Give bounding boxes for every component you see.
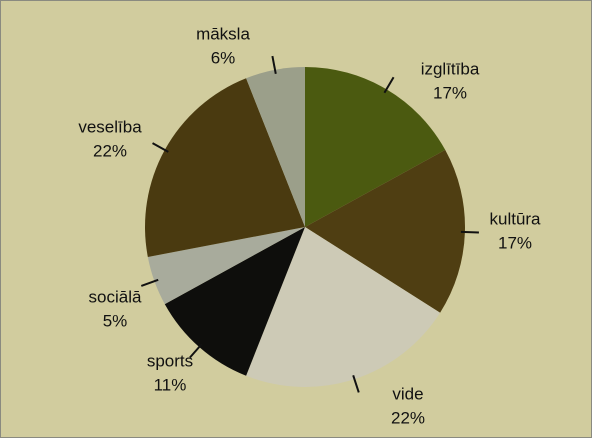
pie-slice xyxy=(164,227,305,376)
slice-value-label: 22% xyxy=(93,141,127,160)
pie-slice xyxy=(246,67,305,227)
slice-value-label: 17% xyxy=(433,83,467,102)
pie-slice xyxy=(305,67,446,227)
slice-value-label: 11% xyxy=(154,375,187,394)
pie-slice xyxy=(147,227,305,305)
leader-line xyxy=(460,230,479,234)
slice-label: sociālā xyxy=(89,287,142,306)
leader-line xyxy=(352,375,360,393)
pie-slice xyxy=(145,78,305,257)
slice-value-label: 6% xyxy=(211,48,236,67)
leader-line xyxy=(189,343,203,359)
leader-line xyxy=(140,278,159,287)
leader-line xyxy=(152,142,169,153)
slice-label: māksla xyxy=(196,24,250,43)
slice-label: sports xyxy=(147,351,193,370)
slice-label: izglītība xyxy=(421,59,480,78)
pie-slice xyxy=(246,227,441,388)
slice-value-label: 5% xyxy=(103,311,128,330)
slice-label: kultūra xyxy=(489,209,541,228)
slice-value-label: 17% xyxy=(498,233,532,252)
leader-line xyxy=(383,76,395,94)
slice-label: vide xyxy=(392,384,423,403)
slice-value-label: 22% xyxy=(391,408,425,427)
slice-label: veselība xyxy=(78,117,142,136)
leader-line xyxy=(271,55,277,74)
pie-slice xyxy=(305,149,465,313)
